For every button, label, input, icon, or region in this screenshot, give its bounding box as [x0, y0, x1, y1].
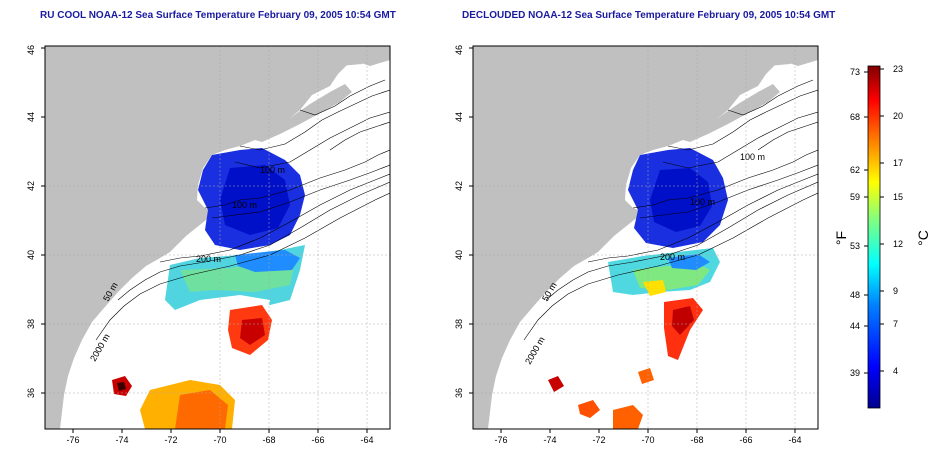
y-tick-label: 44: [26, 112, 36, 122]
f-tick-label: 53: [850, 241, 860, 251]
contour-label: 100 m: [690, 197, 715, 207]
x-tick-label: -74: [115, 435, 128, 445]
y-tick-label: 46: [26, 45, 36, 55]
colorbar-gradient: [867, 65, 881, 409]
x-tick-label: -66: [739, 435, 752, 445]
f-tick-label: 44: [850, 321, 860, 331]
x-tick-label: -76: [66, 435, 79, 445]
contour-label: 200 m: [660, 252, 685, 262]
x-tick-label: -68: [262, 435, 275, 445]
y-tick-label: 40: [454, 250, 464, 260]
f-tick-label: 59: [850, 192, 860, 202]
c-tick-label: 4: [893, 366, 898, 376]
c-tick-label: 12: [893, 239, 903, 249]
c-tick-label: 7: [893, 319, 898, 329]
c-tick-label: 20: [893, 111, 903, 121]
contour-label: 100 m: [232, 200, 257, 210]
x-tick-label: -74: [543, 435, 556, 445]
y-tick-label: 38: [454, 319, 464, 329]
fahrenheit-label: °F: [833, 231, 849, 245]
y-tick-label: 36: [454, 388, 464, 398]
f-tick-label: 68: [850, 112, 860, 122]
f-tick-label: 39: [850, 368, 860, 378]
right-map-title: DECLOUDED NOAA-12 Sea Surface Temperatur…: [462, 10, 836, 21]
left-x-axis: -76 -74 -72 -70 -68 -66 -64: [66, 429, 374, 445]
y-tick-label: 40: [26, 250, 36, 260]
x-tick-label: -72: [592, 435, 605, 445]
x-tick-label: -64: [360, 435, 373, 445]
x-tick-label: -72: [164, 435, 177, 445]
c-tick-label: 23: [893, 64, 903, 74]
left-y-axis: 36 38 40 42 44 46: [26, 45, 45, 398]
right-y-axis: 36 38 40 42 44 46: [454, 45, 473, 398]
colorbar-f-ticks: 73 68 62 59 53 48 44 39: [850, 67, 868, 378]
x-tick-label: -66: [311, 435, 324, 445]
y-tick-label: 44: [454, 112, 464, 122]
left-map-title: RU COOL NOAA-12 Sea Surface Temperature …: [40, 10, 396, 21]
contour-label: 100 m: [260, 165, 285, 175]
colorbar: 73 68 62 59 53 48 44 39 23 20 17 15 12 9…: [833, 64, 931, 409]
right-x-axis: -76 -74 -72 -70 -68 -66 -64: [494, 429, 802, 445]
f-tick-label: 48: [850, 290, 860, 300]
x-tick-label: -70: [641, 435, 654, 445]
y-tick-label: 42: [454, 181, 464, 191]
x-tick-label: -68: [690, 435, 703, 445]
c-tick-label: 15: [893, 192, 903, 202]
y-tick-label: 42: [26, 181, 36, 191]
y-tick-label: 38: [26, 319, 36, 329]
x-tick-label: -70: [213, 435, 226, 445]
x-tick-label: -76: [494, 435, 507, 445]
c-tick-label: 9: [893, 286, 898, 296]
y-tick-label: 46: [454, 45, 464, 55]
right-map-panel: 100 m 100 m 200 m 50 m 2000 m -76 -74 -7…: [454, 45, 819, 445]
colorbar-c-ticks: 23 20 17 15 12 9 7 4: [880, 64, 903, 376]
x-tick-label: -64: [788, 435, 801, 445]
left-map-panel: 100 m 100 m 200 m 50 m 2000 m -76 -74 -7…: [26, 45, 391, 445]
y-tick-label: 36: [26, 388, 36, 398]
f-tick-label: 73: [850, 67, 860, 77]
celsius-label: °C: [915, 230, 931, 246]
c-tick-label: 17: [893, 158, 903, 168]
contour-label: 100 m: [740, 152, 765, 162]
f-tick-label: 62: [850, 165, 860, 175]
contour-label: 200 m: [196, 254, 221, 264]
